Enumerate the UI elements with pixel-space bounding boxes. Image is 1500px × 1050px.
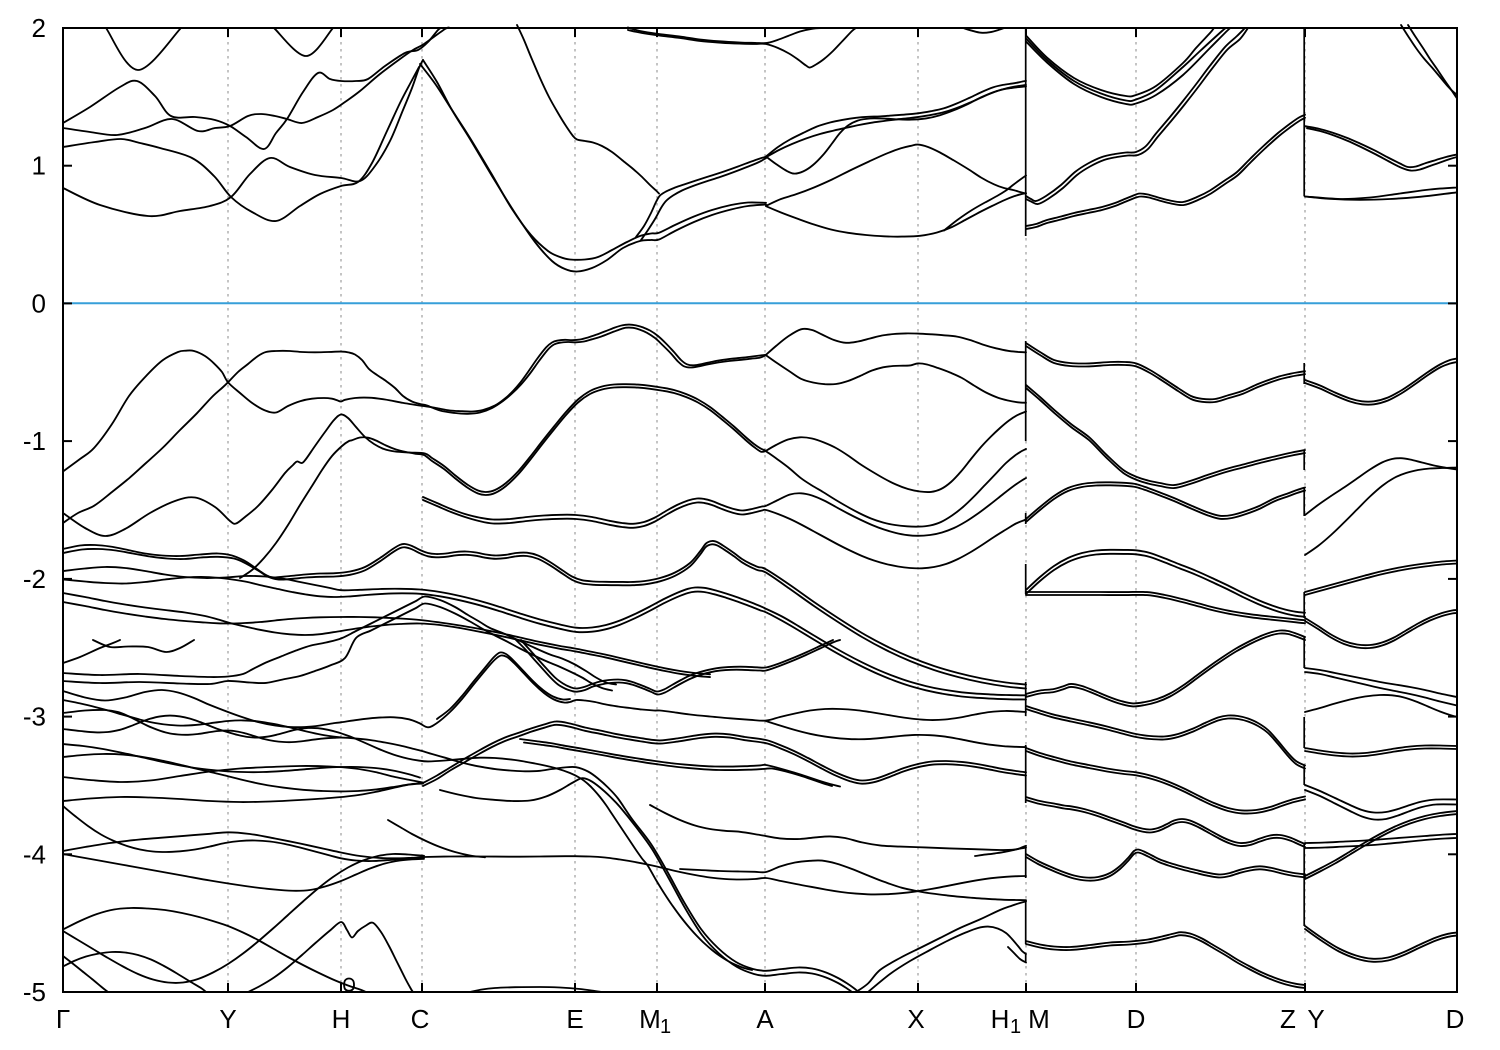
svg-text:D: D xyxy=(1446,1004,1465,1034)
svg-text:Y: Y xyxy=(1307,1004,1324,1034)
svg-text:1: 1 xyxy=(1010,1016,1021,1038)
svg-text:1: 1 xyxy=(32,151,46,181)
svg-text:C: C xyxy=(411,1004,430,1034)
svg-text:A: A xyxy=(756,1004,774,1034)
svg-text:M: M xyxy=(1028,1004,1050,1034)
svg-text:1: 1 xyxy=(660,1016,671,1038)
svg-text:Y: Y xyxy=(219,1004,236,1034)
svg-text:E: E xyxy=(566,1004,583,1034)
svg-text:H: H xyxy=(991,1004,1010,1034)
svg-text:H: H xyxy=(332,1004,351,1034)
svg-text:-4: -4 xyxy=(23,839,46,869)
svg-text:X: X xyxy=(907,1004,924,1034)
svg-text:Γ: Γ xyxy=(56,1004,70,1034)
svg-text:2: 2 xyxy=(32,13,46,43)
svg-text:-1: -1 xyxy=(23,426,46,456)
svg-text:-5: -5 xyxy=(23,977,46,1007)
svg-text:D: D xyxy=(1127,1004,1146,1034)
svg-text:M: M xyxy=(639,1004,661,1034)
svg-text:-3: -3 xyxy=(23,702,46,732)
svg-text:Z: Z xyxy=(1280,1004,1296,1034)
svg-text:0: 0 xyxy=(32,288,46,318)
svg-text:-2: -2 xyxy=(23,564,46,594)
